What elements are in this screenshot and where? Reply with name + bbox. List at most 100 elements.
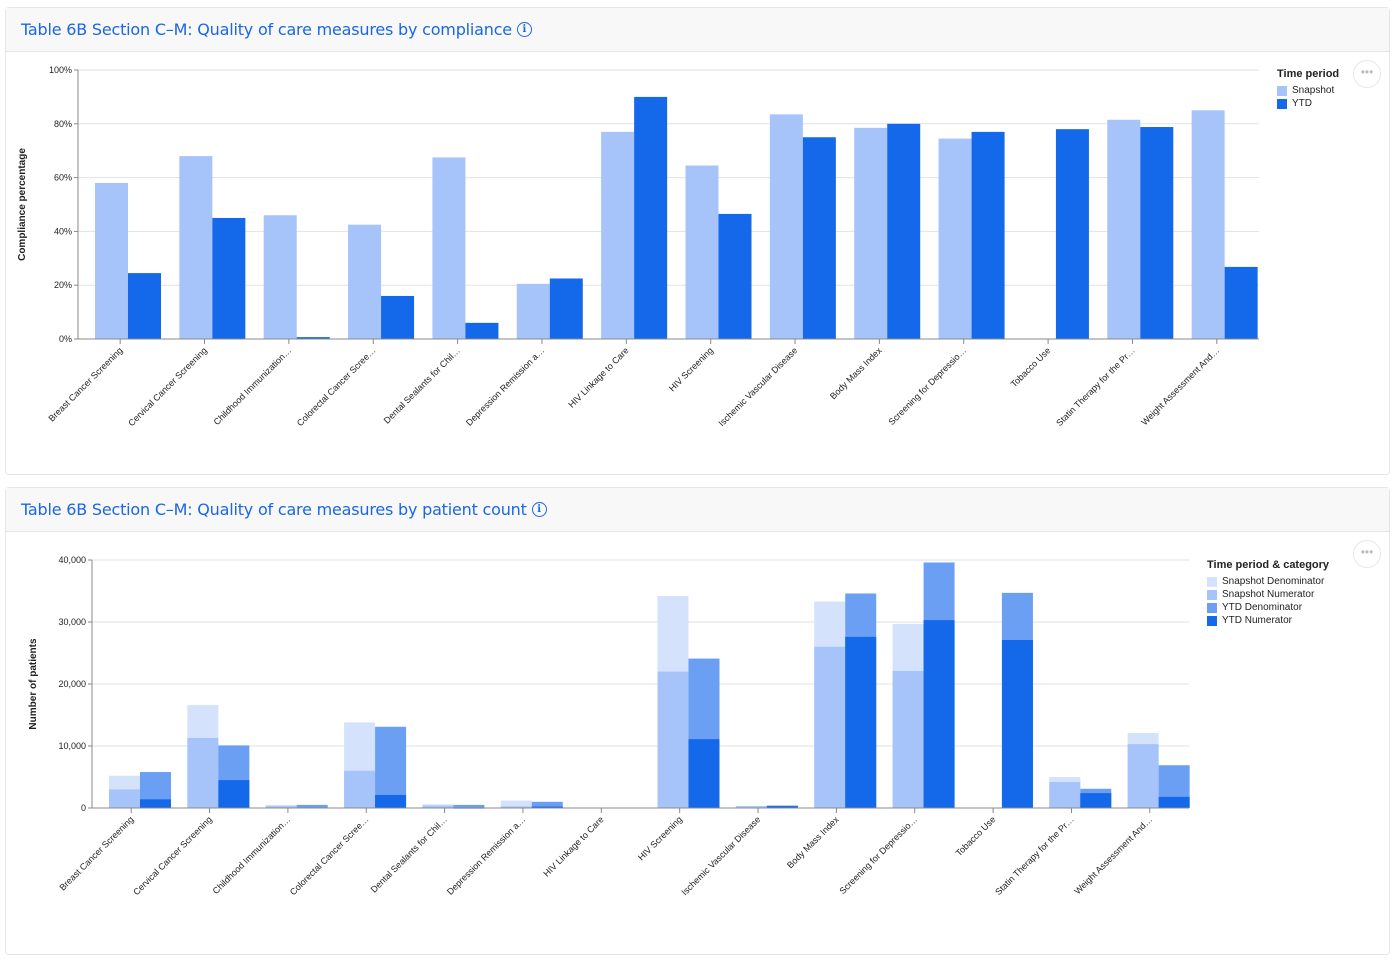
bar-snapshot[interactable]	[685, 165, 719, 339]
legend-item-ytd-numerator[interactable]: YTD Numerator	[1207, 614, 1329, 627]
legend-item-snapshot[interactable]: Snapshot	[1277, 84, 1339, 97]
y-tick-label: 40,000	[58, 555, 86, 565]
bar-ytd-numerator[interactable]	[531, 806, 563, 808]
legend-patient-count: Time period & category Snapshot Denomina…	[1207, 559, 1329, 627]
bar-ytd-denominator[interactable]	[296, 804, 328, 808]
bar-ytd[interactable]	[212, 217, 246, 339]
bar-ytd-numerator[interactable]	[845, 636, 877, 808]
bar-ytd[interactable]	[1140, 127, 1174, 339]
info-circle-icon[interactable]: i	[531, 502, 547, 517]
bar-ytd-numerator[interactable]	[375, 794, 407, 808]
bar-snapshot[interactable]	[769, 114, 803, 339]
bar-ytd-numerator[interactable]	[140, 799, 171, 808]
bar-snapshot[interactable]	[432, 157, 466, 339]
y-axis-title: Compliance percentage	[17, 148, 28, 261]
bar-ytd[interactable]	[465, 322, 499, 339]
bar-snapshot-numerator[interactable]	[265, 806, 297, 808]
x-tick-label: Statin Therapy for the Pr…	[993, 814, 1076, 897]
bar-snapshot[interactable]	[1107, 119, 1141, 339]
bar-snapshot[interactable]	[938, 138, 972, 339]
legend-item-ytd-denominator[interactable]: YTD Denominator	[1207, 601, 1329, 614]
bar-snapshot[interactable]	[516, 283, 550, 339]
bar-snapshot[interactable]	[95, 182, 128, 339]
x-tick-label: Tobacco Use	[954, 814, 998, 858]
bar-ytd[interactable]	[1055, 129, 1089, 339]
y-tick-label: 100%	[49, 65, 72, 75]
bar-ytd-numerator[interactable]	[766, 806, 798, 808]
legend-label: Snapshot Denominator	[1222, 576, 1325, 587]
bar-ytd[interactable]	[634, 96, 668, 340]
x-tick-label: HIV Linkage to Care	[541, 814, 605, 878]
x-tick-label: Depression Remission a…	[445, 814, 527, 896]
bar-snapshot[interactable]	[179, 156, 213, 339]
bar-ytd-numerator[interactable]	[688, 739, 720, 808]
x-tick-label: Dental Sealants for Chil…	[369, 814, 449, 894]
legend-item-snapshot-denominator[interactable]: Snapshot Denominator	[1207, 575, 1329, 588]
bar-snapshot[interactable]	[263, 215, 297, 339]
bar-ytd[interactable]	[128, 273, 161, 339]
legend-label: Snapshot Numerator	[1222, 589, 1315, 600]
y-tick-label: 20%	[54, 280, 72, 290]
bar-ytd-denominator[interactable]	[375, 726, 407, 808]
bar-ytd[interactable]	[802, 137, 836, 339]
bar-ytd[interactable]	[549, 278, 583, 339]
bar-ytd-numerator[interactable]	[923, 620, 955, 808]
bar-snapshot-numerator[interactable]	[657, 671, 689, 808]
x-tick-label: HIV Screening	[636, 814, 684, 862]
bar-ytd[interactable]	[1224, 266, 1258, 339]
card-header: Table 6B Section C–M: Quality of care me…	[6, 8, 1389, 52]
y-tick-label: 80%	[54, 119, 72, 129]
y-tick-label: 40%	[54, 226, 72, 236]
bar-snapshot-numerator[interactable]	[814, 646, 846, 808]
info-circle-icon[interactable]: i	[516, 22, 532, 37]
card-header: Table 6B Section C–M: Quality of care me…	[6, 488, 1389, 532]
y-tick-label: 0%	[59, 334, 72, 344]
bar-snapshot-numerator[interactable]	[344, 770, 376, 808]
bar-ytd-numerator[interactable]	[218, 780, 250, 808]
bar-snapshot-denominator[interactable]	[500, 800, 532, 808]
legend-item-snapshot-numerator[interactable]: Snapshot Numerator	[1207, 588, 1329, 601]
bar-ytd[interactable]	[887, 123, 921, 339]
bar-snapshot-numerator[interactable]	[1127, 744, 1159, 808]
bar-snapshot-numerator[interactable]	[1049, 781, 1081, 808]
bar-snapshot-numerator[interactable]	[735, 806, 767, 808]
legend-compliance: Time period Snapshot YTD	[1277, 68, 1339, 110]
bar-ytd[interactable]	[971, 131, 1005, 339]
x-tick-label: Ischemic Vascular Disease	[679, 814, 762, 897]
more-horizontal-icon[interactable]: •••	[1353, 60, 1381, 88]
bar-ytd-numerator[interactable]	[1158, 796, 1190, 808]
bar-snapshot[interactable]	[854, 127, 888, 340]
legend-item-ytd[interactable]: YTD	[1277, 97, 1339, 110]
bar-snapshot[interactable]	[601, 131, 635, 339]
y-tick-label: 60%	[54, 173, 72, 183]
x-tick-label: Cervical Cancer Screening	[131, 814, 214, 897]
legend-label: YTD	[1292, 98, 1312, 109]
bar-ytd[interactable]	[381, 295, 415, 339]
bar-ytd-numerator[interactable]	[1080, 793, 1112, 808]
legend-title: Time period & category	[1207, 559, 1330, 571]
bar-snapshot-numerator[interactable]	[187, 737, 219, 808]
bar-ytd[interactable]	[718, 213, 752, 339]
bar-snapshot[interactable]	[348, 224, 382, 339]
legend-swatch	[1277, 98, 1287, 109]
bar-ytd-denominator[interactable]	[453, 804, 485, 808]
bar-ytd-denominator[interactable]	[531, 801, 563, 808]
bar-snapshot-numerator[interactable]	[500, 806, 532, 808]
bar-snapshot-numerator[interactable]	[892, 670, 924, 808]
x-tick-label: Breast Cancer Screening	[57, 814, 135, 892]
bar-ytd-numerator[interactable]	[1001, 639, 1033, 808]
legend-swatch	[1207, 589, 1217, 600]
y-tick-label: 0	[81, 803, 86, 813]
bar-snapshot-numerator[interactable]	[422, 805, 454, 808]
legend-title: Time period	[1277, 68, 1340, 80]
bar-snapshot-numerator[interactable]	[109, 789, 140, 808]
legend-swatch	[1207, 615, 1217, 626]
legend-label: YTD Denominator	[1222, 602, 1303, 613]
more-horizontal-icon[interactable]: •••	[1353, 540, 1381, 568]
bar-snapshot[interactable]	[1191, 110, 1225, 339]
bar-ytd[interactable]	[296, 337, 330, 339]
x-tick-label: Screening for Depressio…	[837, 814, 919, 896]
card-title: Table 6B Section C–M: Quality of care me…	[21, 20, 512, 39]
